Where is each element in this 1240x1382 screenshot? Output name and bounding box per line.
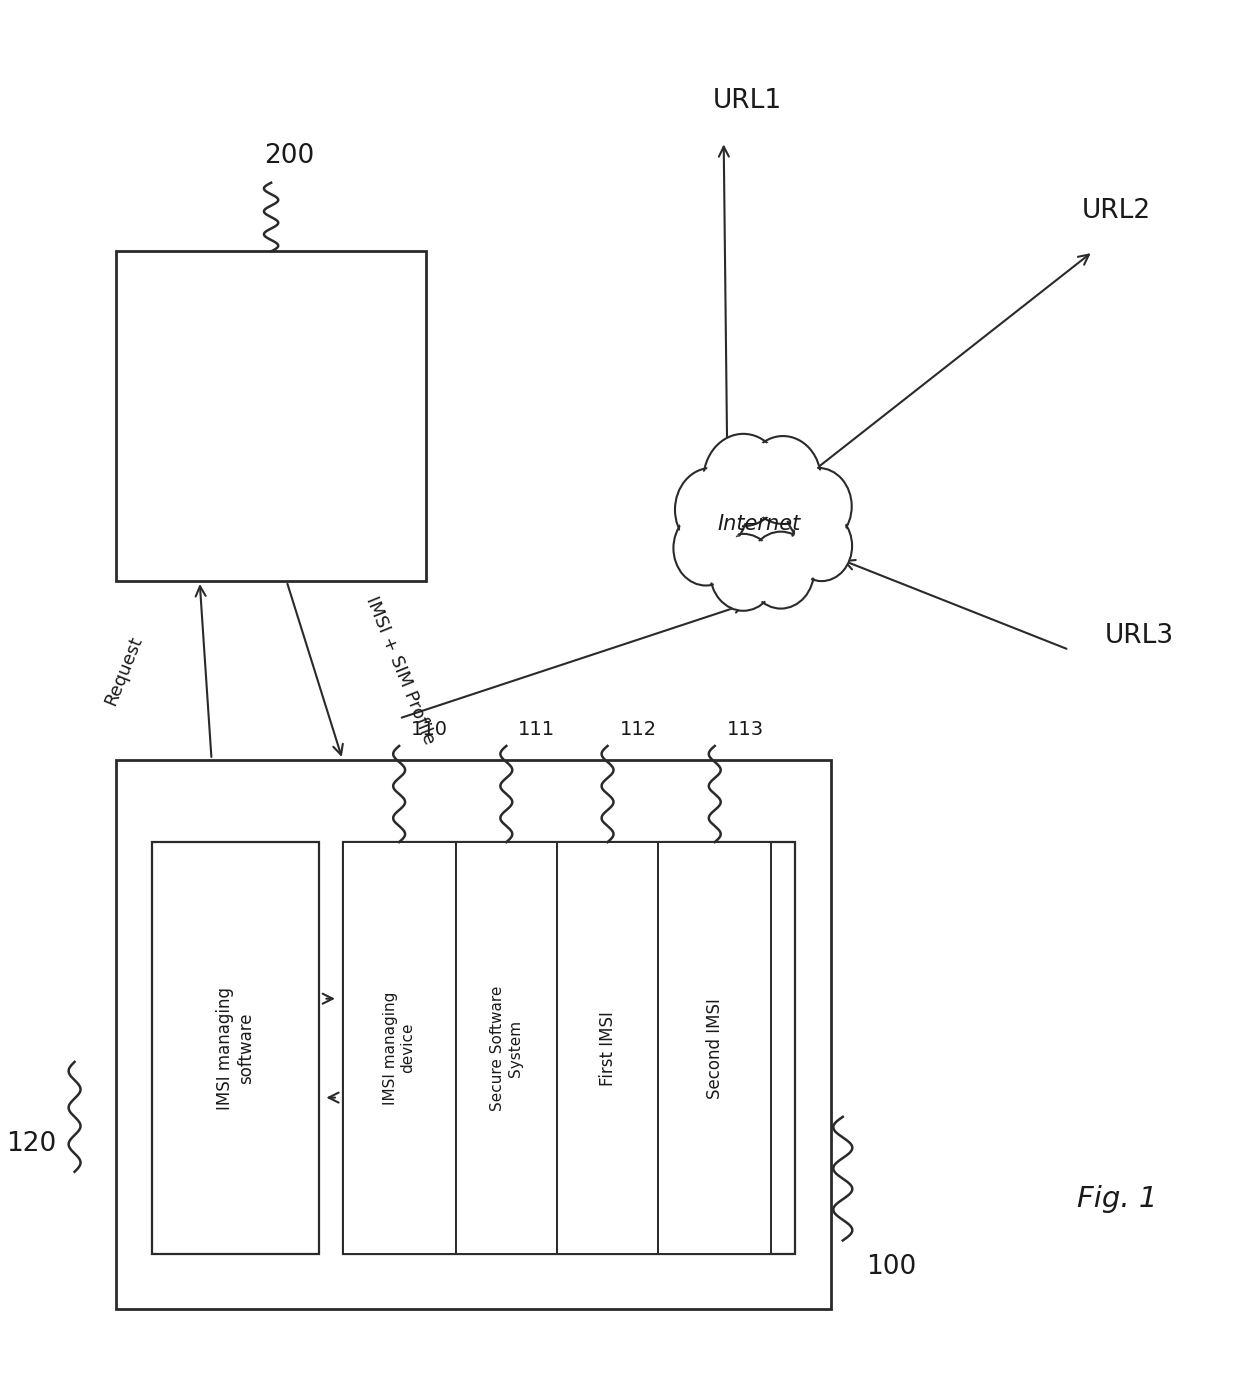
- Text: 110: 110: [410, 720, 448, 739]
- Circle shape: [791, 511, 852, 580]
- Text: 100: 100: [867, 1255, 916, 1280]
- Circle shape: [748, 532, 815, 608]
- Text: 113: 113: [727, 720, 764, 739]
- Circle shape: [675, 468, 748, 551]
- Text: IMSI managing
software: IMSI managing software: [216, 987, 254, 1110]
- Text: IMSI + SIM Profile: IMSI + SIM Profile: [362, 594, 438, 748]
- Circle shape: [787, 471, 849, 542]
- Circle shape: [745, 437, 821, 524]
- Text: URL3: URL3: [1105, 623, 1174, 650]
- Text: Request: Request: [102, 633, 146, 708]
- Text: IMSI managing
device: IMSI managing device: [383, 991, 415, 1104]
- Text: Internet: Internet: [718, 514, 801, 533]
- Bar: [342, 842, 795, 1255]
- Circle shape: [713, 538, 774, 608]
- Text: 111: 111: [518, 720, 556, 739]
- Circle shape: [785, 468, 852, 545]
- Circle shape: [748, 439, 818, 521]
- Bar: [557, 842, 658, 1255]
- Circle shape: [750, 535, 811, 605]
- Text: 200: 200: [264, 142, 314, 169]
- Text: Fig. 1: Fig. 1: [1076, 1186, 1157, 1213]
- Text: Secure Software
System: Secure Software System: [490, 985, 522, 1111]
- Bar: [342, 842, 456, 1255]
- Bar: [117, 760, 831, 1309]
- Bar: [153, 842, 319, 1255]
- Text: URL1: URL1: [713, 88, 782, 115]
- Text: 112: 112: [620, 720, 657, 739]
- Text: First IMSI: First IMSI: [599, 1010, 616, 1086]
- Text: Second IMSI: Second IMSI: [706, 998, 724, 1099]
- Circle shape: [678, 471, 744, 549]
- Circle shape: [707, 438, 780, 522]
- Text: URL2: URL2: [1083, 198, 1151, 224]
- Bar: [117, 252, 425, 580]
- Circle shape: [703, 434, 784, 527]
- Text: 120: 120: [6, 1132, 57, 1157]
- Bar: [456, 842, 557, 1255]
- Circle shape: [676, 514, 735, 583]
- Bar: [658, 842, 771, 1255]
- Circle shape: [673, 511, 738, 586]
- Circle shape: [794, 514, 849, 578]
- Circle shape: [711, 533, 776, 611]
